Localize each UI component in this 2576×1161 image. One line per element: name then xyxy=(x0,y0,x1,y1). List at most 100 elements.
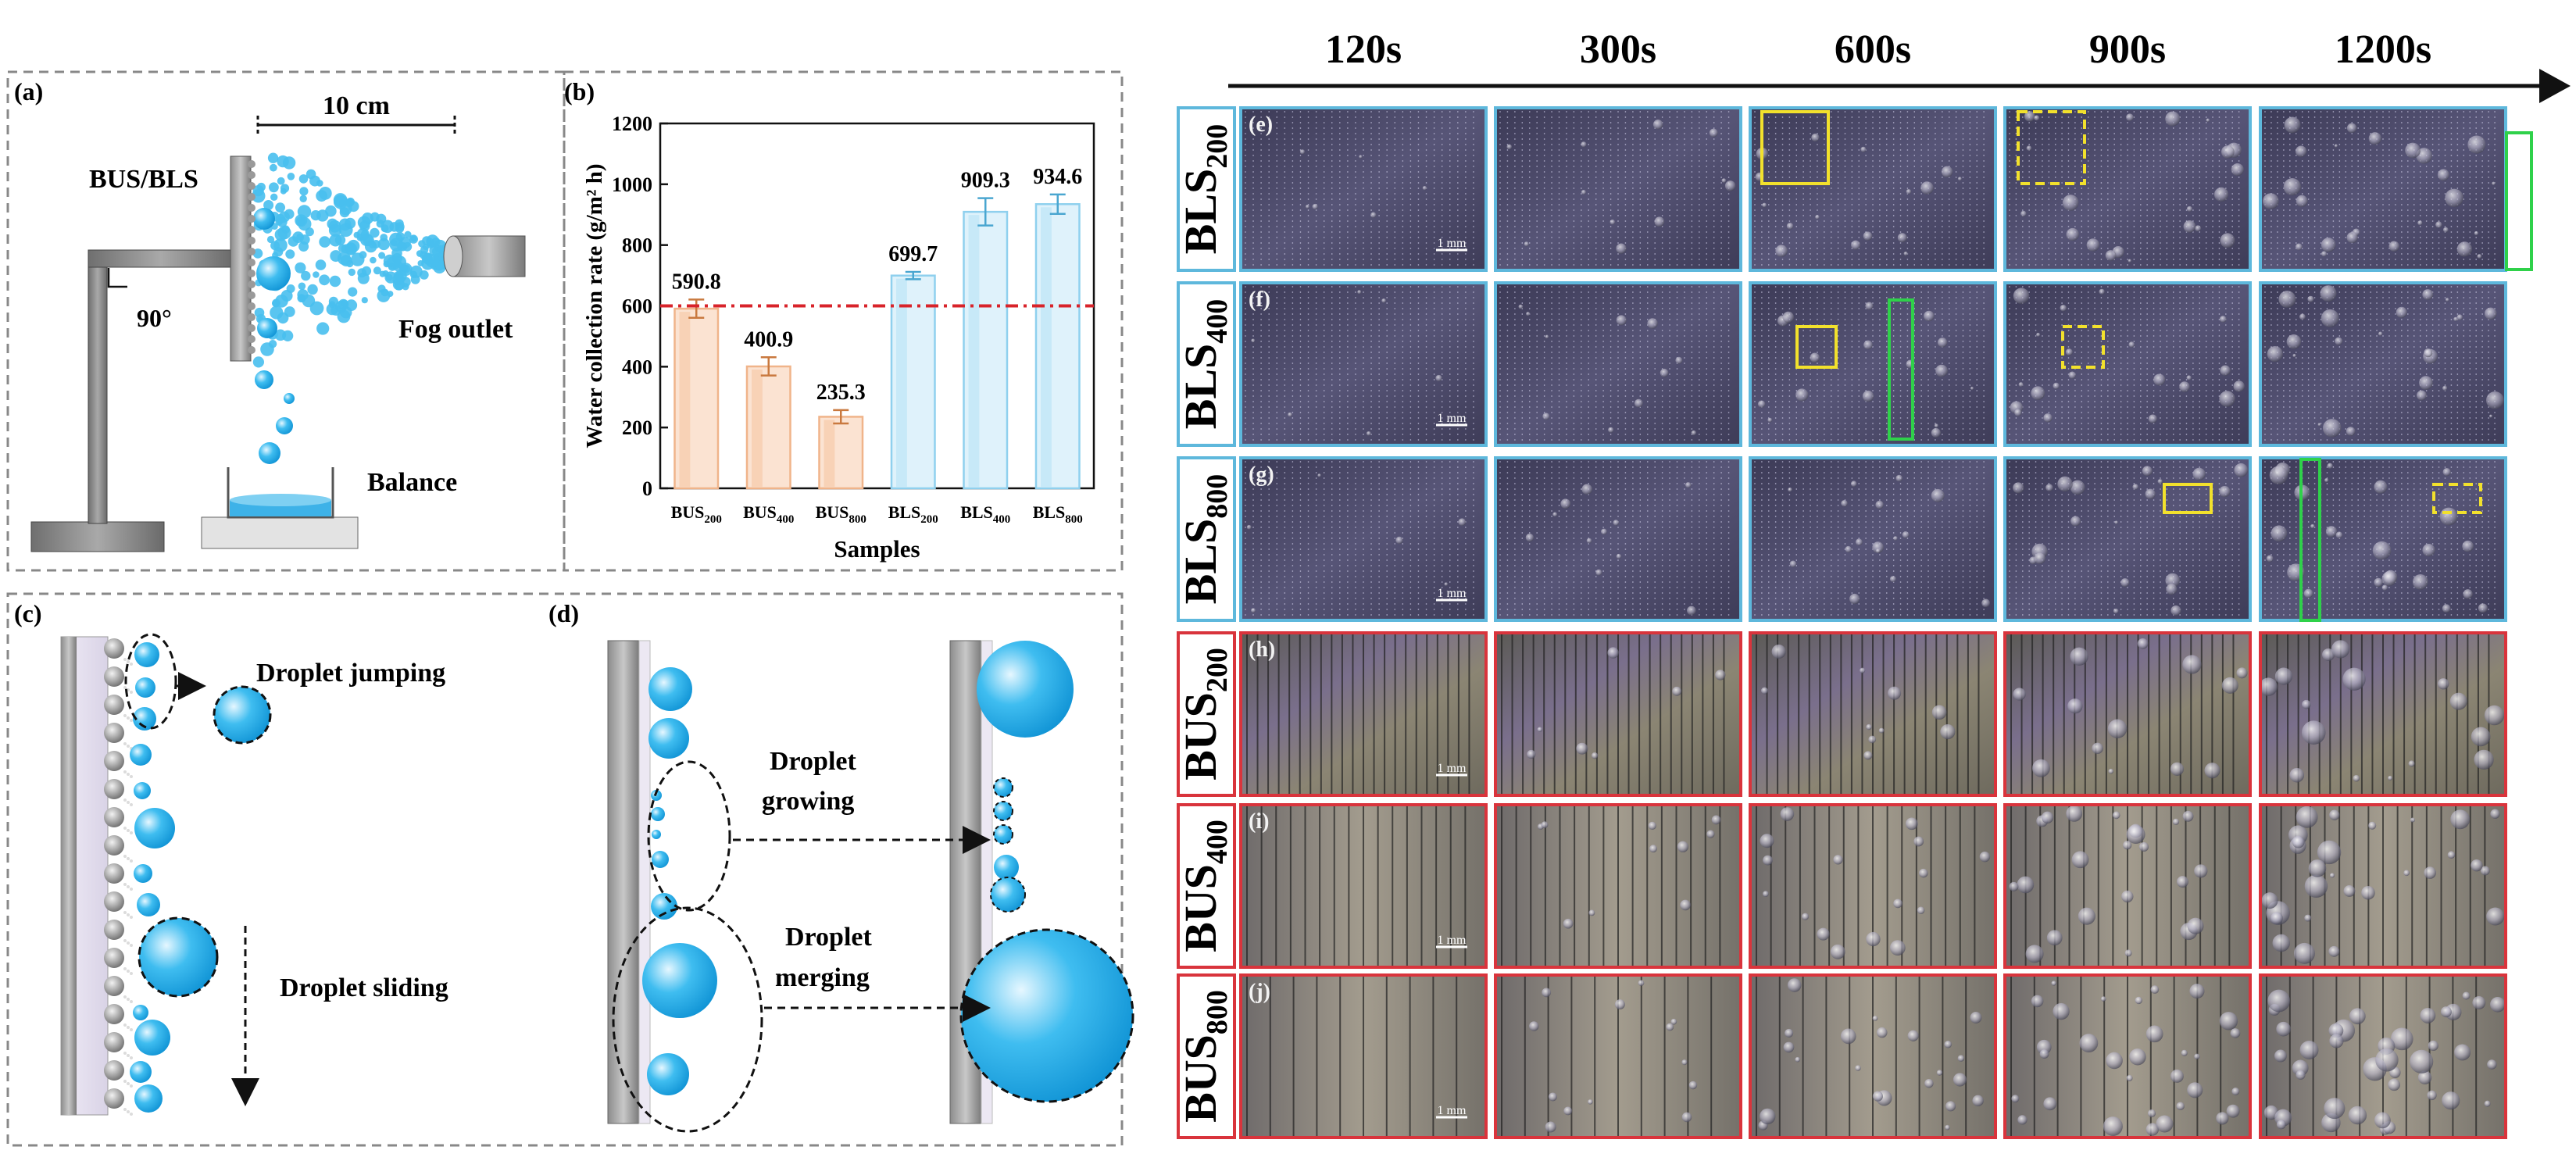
row-label-frame xyxy=(1177,281,1236,447)
droplet xyxy=(1787,978,1802,992)
fog-droplet xyxy=(272,298,280,308)
micro-texture xyxy=(130,944,133,947)
droplet xyxy=(2046,930,2063,946)
droplet xyxy=(2206,118,2210,123)
droplet xyxy=(2442,1091,2460,1110)
droplet xyxy=(2034,115,2040,121)
fog-droplet xyxy=(309,301,324,316)
bar-chart: Water collection rate (g/m² h) Samples 0… xyxy=(582,113,1095,563)
droplet xyxy=(2276,1120,2286,1130)
micrograph-cell xyxy=(1749,106,1997,272)
droplet xyxy=(2170,605,2181,616)
droplet xyxy=(1795,388,1809,402)
droplet xyxy=(1907,1030,1919,1041)
droplet xyxy=(2403,870,2410,877)
surface-bead xyxy=(104,807,124,827)
droplet xyxy=(2031,995,2044,1008)
merging-label-2: merging xyxy=(775,963,870,992)
droplet xyxy=(2236,667,2248,679)
micrograph-cell xyxy=(1749,803,1997,969)
droplet xyxy=(2219,316,2227,323)
surface-bump xyxy=(248,171,255,179)
micro-texture xyxy=(123,995,127,998)
data-label: 909.3 xyxy=(961,169,1010,193)
droplet xyxy=(1845,545,1852,553)
droplet xyxy=(2422,289,2434,300)
micrograph-frame xyxy=(2003,281,2252,447)
droplet xyxy=(1863,340,1873,350)
fog-droplet xyxy=(298,174,309,184)
droplet xyxy=(2327,463,2333,469)
droplet xyxy=(134,1020,170,1056)
droplet xyxy=(2145,1123,2160,1136)
droplet xyxy=(2170,1069,2184,1083)
micro-texture xyxy=(123,1052,127,1055)
droplet xyxy=(1970,1012,1982,1023)
droplet xyxy=(2353,774,2360,782)
droplet xyxy=(2261,892,2278,909)
droplet xyxy=(1945,1101,1956,1112)
droplet xyxy=(1924,310,1935,322)
droplet xyxy=(1860,667,1866,673)
droplet xyxy=(1681,1059,1688,1066)
droplet xyxy=(2138,841,2149,852)
droplet xyxy=(2041,811,2054,823)
droplet xyxy=(1888,686,1902,700)
surface-bump xyxy=(248,259,255,266)
surface-bump xyxy=(248,160,255,168)
falling-drop xyxy=(259,442,280,464)
droplet xyxy=(2204,763,2221,779)
droplet xyxy=(137,893,160,916)
droplet xyxy=(2488,414,2493,418)
droplet xyxy=(1581,141,1587,148)
fog-droplet xyxy=(270,241,280,251)
droplet xyxy=(2375,1048,2399,1072)
micro-texture xyxy=(130,916,133,919)
falling-drop xyxy=(276,417,293,434)
droplet xyxy=(1563,918,1574,929)
surface-bead xyxy=(104,695,124,715)
droplet xyxy=(2062,195,2079,211)
row-label-frame xyxy=(1177,973,1236,1139)
droplet xyxy=(2296,1070,2306,1080)
fog-droplet xyxy=(270,163,277,172)
droplet xyxy=(1913,836,1924,847)
fog-droplet xyxy=(316,180,323,187)
droplet xyxy=(1370,212,1377,218)
droplet xyxy=(2014,409,2022,416)
droplet xyxy=(652,830,661,839)
falling-drop xyxy=(255,370,273,389)
surface-plate-edge xyxy=(61,637,77,1115)
surface-bead xyxy=(104,863,124,884)
droplet xyxy=(2484,1100,2491,1107)
droplet xyxy=(2368,132,2381,145)
droplet xyxy=(2435,221,2442,228)
droplet xyxy=(1709,128,1718,138)
droplet xyxy=(2187,1082,2203,1098)
droplet xyxy=(2484,705,2505,726)
fog-droplet xyxy=(390,239,398,246)
droplet xyxy=(1381,298,1386,303)
row-label: BUS800 xyxy=(1175,973,1236,1139)
distance-label: 10 cm xyxy=(323,91,390,120)
droplet xyxy=(2079,1034,2099,1052)
scale-bar-label: 1 mm xyxy=(1438,237,1467,250)
sliding-droplet-outline xyxy=(138,916,219,998)
surface-bump xyxy=(248,346,255,354)
surface-bead xyxy=(104,779,124,799)
droplet xyxy=(2120,578,2130,588)
micro-texture xyxy=(130,1084,133,1088)
droplet xyxy=(2492,181,2496,186)
droplet xyxy=(1688,1081,1698,1090)
droplet xyxy=(1815,215,1820,220)
droplet xyxy=(1905,817,1918,831)
droplet xyxy=(2310,523,2315,529)
droplet xyxy=(1560,498,1571,509)
micrograph-frame xyxy=(2259,281,2507,447)
micro-texture xyxy=(123,967,127,970)
droplet xyxy=(1785,1028,1794,1038)
droplet xyxy=(2039,1049,2049,1059)
droplet xyxy=(2126,824,2145,844)
droplet xyxy=(2416,390,2427,401)
